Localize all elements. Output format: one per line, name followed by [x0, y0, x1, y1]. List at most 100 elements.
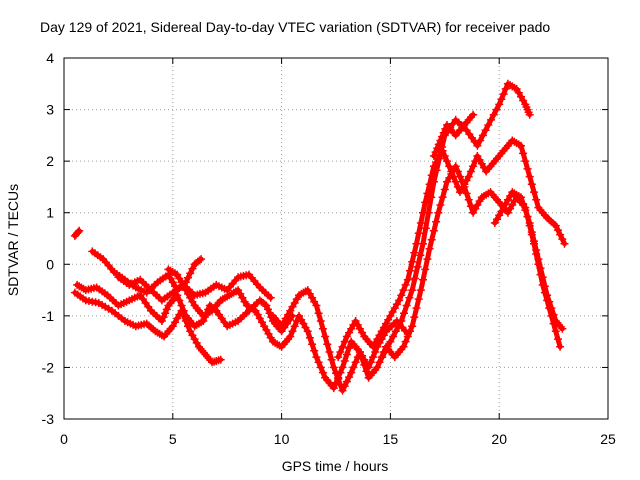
- data-point-marker: [408, 322, 417, 331]
- data-point-marker: [197, 255, 206, 264]
- data-point-marker: [538, 273, 547, 282]
- data-point-marker: [342, 377, 351, 386]
- data-point-marker: [159, 313, 168, 322]
- data-point-marker: [471, 157, 480, 166]
- data-point-marker: [532, 195, 541, 204]
- data-point-marker: [403, 275, 412, 284]
- data-point-marker: [336, 348, 345, 356]
- data-point-marker: [425, 244, 434, 253]
- data-point-marker: [383, 342, 392, 351]
- data-point-marker: [436, 136, 445, 145]
- data-point-marker: [453, 182, 462, 191]
- data-point-marker: [310, 346, 319, 355]
- data-point-marker: [406, 266, 414, 275]
- data-point-marker: [338, 342, 347, 351]
- data-point-marker: [419, 275, 427, 284]
- data-point-marker: [523, 164, 532, 173]
- data-point-marker: [484, 121, 493, 129]
- data-point-marker: [358, 354, 367, 363]
- data-layer: [70, 79, 569, 395]
- data-point-marker: [543, 291, 552, 300]
- series-track-3: [73, 280, 297, 336]
- data-point-marker: [478, 131, 487, 140]
- data-point-marker: [375, 358, 384, 367]
- data-point-marker: [340, 337, 349, 346]
- data-point-marker: [439, 128, 448, 137]
- data-point-marker: [416, 251, 425, 260]
- data-point-marker: [292, 317, 301, 325]
- data-point-marker: [288, 327, 297, 336]
- data-point-marker: [75, 226, 84, 235]
- data-point-marker: [410, 313, 419, 322]
- data-point-marker: [179, 306, 188, 315]
- data-point-marker: [481, 126, 490, 135]
- data-point-marker: [432, 217, 441, 226]
- data-point-marker: [499, 90, 508, 99]
- data-point-marker: [517, 193, 525, 202]
- data-point-marker: [434, 140, 443, 149]
- data-point-marker: [466, 167, 475, 176]
- x-tick-label: 20: [491, 431, 507, 447]
- data-point-marker: [314, 309, 323, 318]
- data-point-marker: [525, 219, 534, 227]
- data-point-marker: [318, 368, 327, 377]
- data-point-marker: [424, 208, 433, 217]
- data-point-marker: [519, 149, 528, 158]
- data-point-marker: [397, 291, 406, 300]
- data-point-marker: [558, 324, 567, 333]
- data-point-marker: [316, 317, 325, 325]
- data-point-marker: [489, 110, 498, 119]
- series-track-1: [70, 226, 84, 240]
- data-point-marker: [400, 309, 408, 318]
- data-point-marker: [469, 110, 478, 119]
- data-point-marker: [501, 84, 510, 93]
- data-point-marker: [410, 274, 419, 283]
- data-point-marker: [429, 152, 438, 160]
- data-point-marker: [556, 230, 565, 239]
- data-point-marker: [362, 367, 371, 376]
- data-point-marker: [554, 226, 562, 235]
- data-point-marker: [545, 297, 554, 306]
- y-tick-label: 4: [46, 50, 54, 66]
- y-tick-label: -2: [42, 359, 55, 375]
- data-point-marker: [416, 219, 425, 227]
- y-tick-label: 2: [46, 153, 54, 169]
- data-point-marker: [391, 327, 400, 336]
- tick-layer: 0 5 10 15 20 25 -3 -2 -1 0 1 2 3 4: [42, 50, 616, 447]
- data-point-marker: [395, 296, 404, 305]
- series-track-8: [334, 136, 569, 362]
- data-point-marker: [406, 327, 414, 336]
- plot-frame: [63, 57, 609, 420]
- data-point-marker: [547, 304, 556, 313]
- data-point-marker: [175, 296, 184, 305]
- data-point-marker: [334, 353, 343, 362]
- data-point-marker: [556, 342, 565, 351]
- data-point-marker: [447, 167, 456, 176]
- data-point-marker: [530, 237, 538, 246]
- data-point-marker: [312, 301, 321, 310]
- data-point-marker: [532, 246, 541, 255]
- data-point-marker: [519, 199, 528, 208]
- data-point-marker: [436, 201, 445, 209]
- data-point-marker: [464, 172, 473, 181]
- data-point-marker: [262, 301, 271, 310]
- data-point-marker: [157, 317, 166, 325]
- series-track-10: [429, 110, 478, 160]
- data-point-marker: [560, 239, 569, 248]
- data-point-marker: [371, 348, 380, 356]
- data-point-marker: [445, 162, 454, 171]
- data-point-marker: [466, 202, 475, 211]
- data-point-marker: [464, 195, 473, 204]
- data-point-marker: [534, 255, 543, 264]
- data-point-marker: [431, 148, 440, 157]
- data-point-marker: [527, 228, 536, 237]
- data-point-marker: [334, 375, 343, 383]
- series-track-5: [114, 270, 275, 305]
- data-point-marker: [342, 350, 351, 359]
- data-point-marker: [386, 337, 395, 346]
- data-point-marker: [525, 110, 534, 119]
- data-point-marker: [345, 373, 354, 382]
- data-point-marker: [340, 382, 349, 391]
- data-point-marker: [414, 295, 423, 304]
- data-point-marker: [451, 177, 460, 186]
